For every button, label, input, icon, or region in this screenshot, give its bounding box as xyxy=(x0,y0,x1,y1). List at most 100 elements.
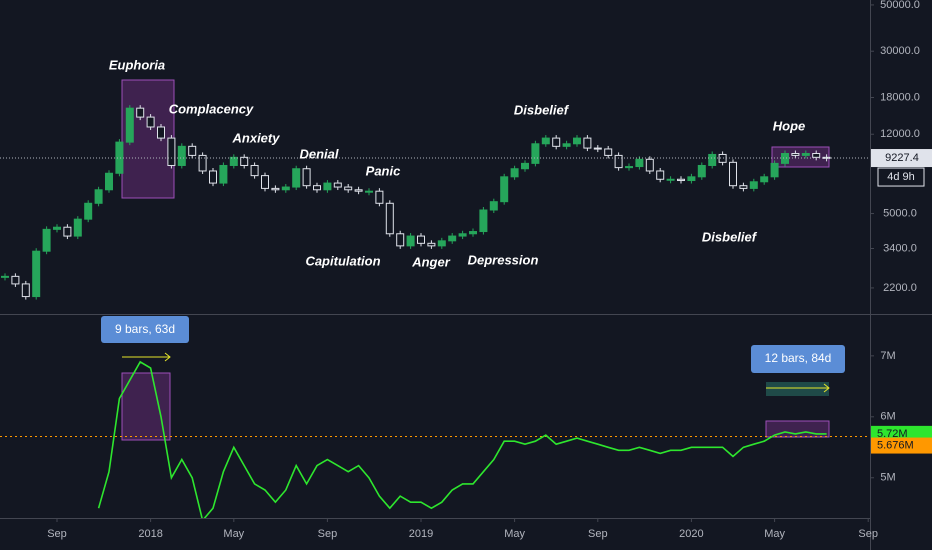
countdown-box xyxy=(877,167,925,187)
volume-pane xyxy=(0,360,870,518)
x-tick-label: Sep xyxy=(858,528,878,540)
candle xyxy=(812,153,821,158)
annotation: Anxiety xyxy=(232,130,281,145)
measure-arrow-head xyxy=(164,352,171,362)
y-tick-label: 2200.0 xyxy=(883,282,917,294)
annotation: Depression xyxy=(468,252,539,267)
candle xyxy=(188,145,197,156)
candle xyxy=(781,153,789,164)
candle xyxy=(552,137,561,147)
measure-label: 12 bars, 84d xyxy=(765,351,832,365)
candle xyxy=(11,275,20,285)
annotation: Anger xyxy=(411,254,451,269)
candle xyxy=(1,275,9,278)
candle xyxy=(708,153,717,166)
candle xyxy=(427,242,436,247)
axes: 50000.0 30000.0 18000.0 12000.0 5000.0 3400.0… xyxy=(47,0,932,540)
candle xyxy=(801,153,810,156)
candle xyxy=(21,283,30,298)
highlight-box xyxy=(771,146,830,168)
annotation: Disbelief xyxy=(702,229,758,244)
candle xyxy=(302,168,311,187)
reference-box xyxy=(871,437,932,454)
x-tick-label: May xyxy=(223,528,244,540)
candle xyxy=(479,209,488,233)
candle xyxy=(417,235,425,244)
annotation: Euphoria xyxy=(109,57,165,72)
candle xyxy=(146,116,155,128)
annotation: Disbelief xyxy=(514,102,570,117)
candle xyxy=(167,137,176,166)
annotation: Denial xyxy=(299,146,338,161)
candle xyxy=(94,189,103,204)
candle xyxy=(125,107,134,143)
candle xyxy=(344,186,353,191)
candle xyxy=(541,137,550,145)
candle xyxy=(604,148,613,156)
candle xyxy=(219,164,228,184)
candle xyxy=(510,168,519,178)
candle xyxy=(677,178,685,182)
y-tick-label: 3400.0 xyxy=(883,242,917,254)
countdown-label: 4d 9h xyxy=(887,171,915,183)
measure-box xyxy=(751,345,845,373)
x-tick-label: 2019 xyxy=(409,528,433,540)
candle xyxy=(593,147,602,150)
y-tick-label: 5M xyxy=(880,472,895,484)
candle xyxy=(198,154,207,172)
x-tick-label: Sep xyxy=(588,528,608,540)
candle xyxy=(250,164,259,177)
candle xyxy=(573,137,581,145)
candle xyxy=(729,161,737,187)
candle xyxy=(385,202,394,235)
candle xyxy=(749,181,758,189)
candle xyxy=(531,143,540,164)
candle xyxy=(697,164,706,178)
candle xyxy=(437,240,446,247)
candle xyxy=(396,233,405,247)
candle xyxy=(32,250,41,298)
x-tick-label: May xyxy=(504,528,525,540)
y-tick-label: 50000.0 xyxy=(880,0,920,11)
reference-label: 5.676M xyxy=(877,439,914,451)
measure-label: 9 bars, 63d xyxy=(115,322,175,336)
price-pane xyxy=(0,105,870,300)
candle xyxy=(53,226,61,230)
candle xyxy=(177,145,186,166)
candle xyxy=(229,156,238,166)
y-tick-label: 12000.0 xyxy=(880,128,920,140)
candle xyxy=(656,170,665,180)
y-tick-label: 30000.0 xyxy=(880,45,920,57)
candle xyxy=(240,156,249,166)
x-tick-label: May xyxy=(764,528,785,540)
indicator-line xyxy=(97,360,827,518)
candle xyxy=(271,187,280,191)
candle xyxy=(489,201,498,211)
candle xyxy=(136,107,145,118)
candle xyxy=(73,218,82,237)
x-tick-label: Sep xyxy=(318,528,338,540)
candle xyxy=(687,176,696,182)
candle xyxy=(261,175,269,189)
candle xyxy=(625,166,633,169)
last-value-label: 5.72M xyxy=(877,428,908,440)
candle xyxy=(739,185,748,189)
candle xyxy=(375,190,384,204)
candle xyxy=(42,228,51,252)
candle xyxy=(562,143,571,147)
x-tick-label: Sep xyxy=(47,528,67,540)
candle xyxy=(292,168,301,188)
annotation: Panic xyxy=(366,163,401,178)
candle xyxy=(63,226,72,237)
annotation: Hope xyxy=(773,118,806,133)
candle xyxy=(105,172,113,191)
candle xyxy=(822,156,831,159)
candle xyxy=(209,170,217,184)
y-tick-label: 5000.0 xyxy=(883,207,917,219)
candle xyxy=(645,158,654,172)
candle xyxy=(323,182,332,191)
annotation: Complacency xyxy=(169,101,254,116)
candle xyxy=(500,176,509,203)
candle xyxy=(760,176,769,183)
